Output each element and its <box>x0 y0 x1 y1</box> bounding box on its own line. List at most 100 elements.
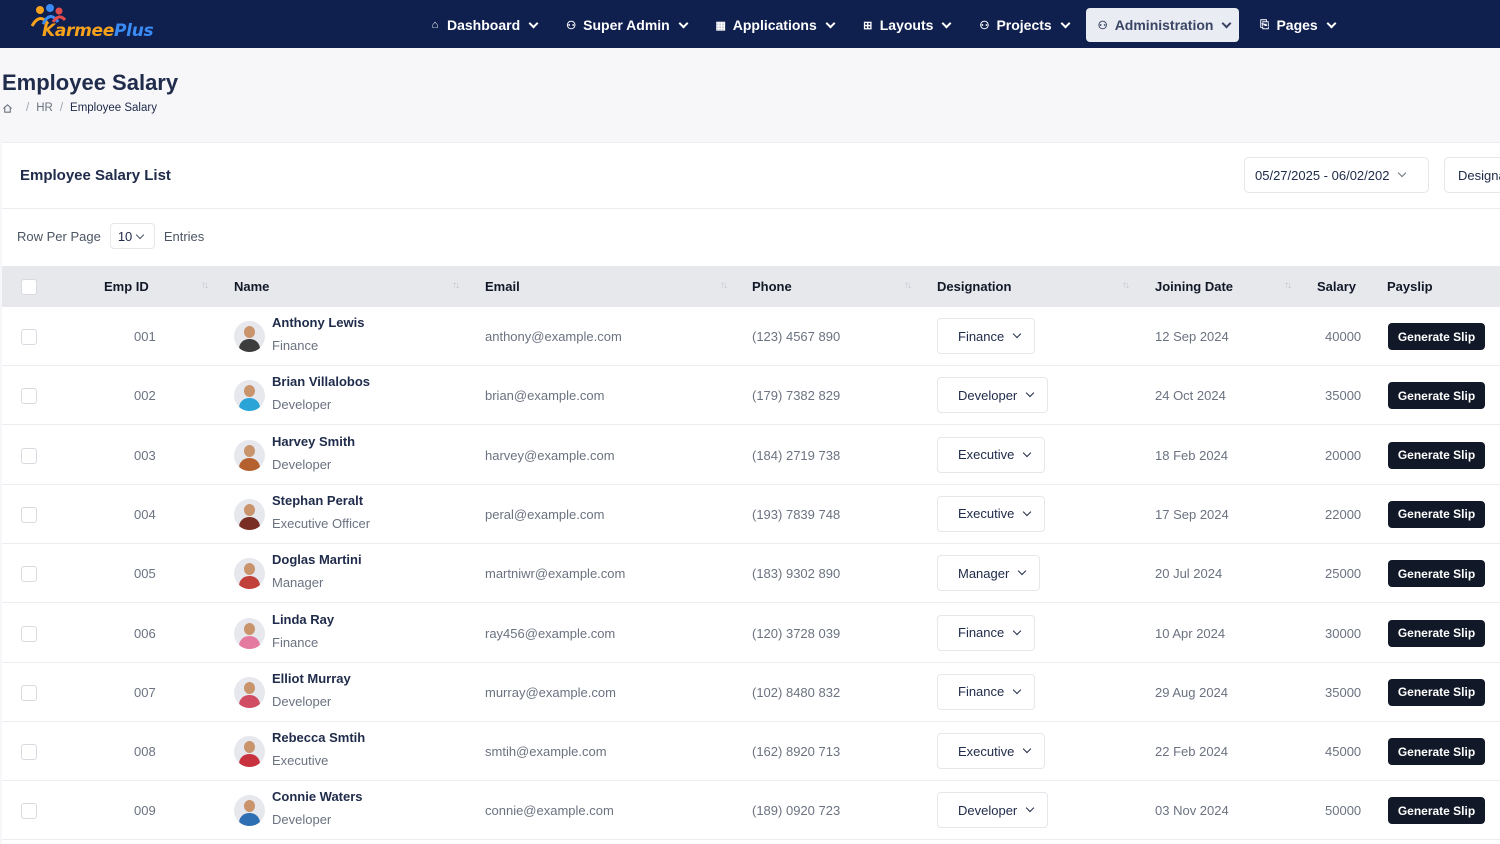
chevron-down-icon <box>1026 804 1035 813</box>
employee-role: Executive Officer <box>272 515 371 531</box>
employee-name[interactable]: Elliot Murray <box>272 670 351 686</box>
generate-slip-button[interactable]: Generate Slip <box>1388 323 1485 350</box>
designation-select[interactable]: Finance <box>937 673 1036 710</box>
sort-icon[interactable]: ↑↓ <box>1122 280 1130 291</box>
employee-name[interactable]: Connie Waters <box>272 789 363 805</box>
designation-select[interactable]: Executive <box>937 495 1046 532</box>
user-gear-icon: ⚇ <box>1097 19 1108 32</box>
emp-id: 003 <box>134 447 156 463</box>
row-checkbox[interactable] <box>21 566 37 583</box>
generate-slip-button[interactable]: Generate Slip <box>1388 738 1485 766</box>
table-row: 007 Elliot Murray Developer murray@example.… <box>2 663 1500 722</box>
nav-applications[interactable]: ▦ Applications <box>704 8 843 42</box>
avatar[interactable] <box>234 498 265 530</box>
employee-phone: (102) 8480 832 <box>752 684 841 700</box>
breadcrumb-hr[interactable]: HR <box>36 102 53 114</box>
employee-email: peral@example.com <box>485 506 605 522</box>
sort-icon[interactable]: ↑↓ <box>201 280 209 291</box>
sort-icon[interactable]: ↑↓ <box>720 280 728 291</box>
designation-value: Manager <box>958 565 1010 581</box>
avatar[interactable] <box>234 617 265 649</box>
generate-slip-button[interactable]: Generate Slip <box>1388 560 1485 588</box>
employee-name[interactable]: Stephan Peralt <box>272 492 364 508</box>
header-salary[interactable]: Salary <box>1317 279 1357 294</box>
rows-per-page: Row Per Page 10 Entries <box>17 223 204 249</box>
nav-projects[interactable]: ⚇ Projects <box>967 8 1077 42</box>
employee-name[interactable]: Brian Villalobos <box>272 374 371 390</box>
header-joining-date[interactable]: Joining Date <box>1155 279 1234 294</box>
nav-dashboard[interactable]: ⌂ Dashboard <box>418 8 546 42</box>
designation-select[interactable]: Developer <box>937 377 1049 414</box>
rows-per-page-select[interactable]: 10 <box>109 223 155 249</box>
employee-phone: (193) 7839 748 <box>752 506 841 522</box>
avatar[interactable] <box>234 380 265 412</box>
row-checkbox[interactable] <box>21 447 37 464</box>
row-checkbox[interactable] <box>21 803 37 820</box>
brand-logo[interactable]: KarmeePlus <box>26 4 154 44</box>
avatar-head <box>244 800 255 813</box>
row-checkbox[interactable] <box>21 329 37 345</box>
generate-slip-button[interactable]: Generate Slip <box>1388 382 1485 410</box>
generate-slip-button[interactable]: Generate Slip <box>1388 500 1485 528</box>
nav-layouts[interactable]: ⊞ Layouts <box>851 8 960 42</box>
sort-icon[interactable]: ↑↓ <box>1284 280 1292 291</box>
avatar[interactable] <box>234 795 265 827</box>
row-checkbox[interactable] <box>21 388 37 405</box>
row-checkbox[interactable] <box>21 684 37 701</box>
designation-select[interactable]: Executive <box>937 436 1046 473</box>
employee-name[interactable]: Rebecca Smtih <box>272 730 366 746</box>
joining-date: 20 Jul 2024 <box>1155 566 1223 582</box>
header-designation[interactable]: Designation <box>937 279 1012 294</box>
avatar-body <box>239 694 260 708</box>
designation-value: Finance <box>958 625 1005 640</box>
nav-super-admin[interactable]: ⚇ Super Admin <box>554 8 696 42</box>
generate-slip-button[interactable]: Generate Slip <box>1388 619 1485 647</box>
date-range-picker[interactable]: 05/27/2025 - 06/02/202 <box>1244 157 1429 193</box>
employee-email: connie@example.com <box>485 803 614 819</box>
sort-icon[interactable]: ↑↓ <box>904 280 912 291</box>
generate-slip-button[interactable]: Generate Slip <box>1388 797 1485 825</box>
sort-icon[interactable]: ↑↓ <box>452 280 460 291</box>
rows-per-page-label: Row Per Page <box>17 228 101 244</box>
avatar[interactable] <box>234 321 265 352</box>
designation-value: Developer <box>958 802 1018 818</box>
salary-value: 35000 <box>1325 684 1362 700</box>
employee-name[interactable]: Linda Ray <box>272 611 335 627</box>
designation-select[interactable]: Finance <box>937 318 1036 354</box>
row-checkbox[interactable] <box>21 506 37 523</box>
row-checkbox[interactable] <box>21 625 37 642</box>
designation-filter[interactable]: Designa <box>1444 157 1500 193</box>
employee-name[interactable]: Anthony Lewis <box>272 315 365 330</box>
emp-id: 001 <box>134 329 156 344</box>
user-shield-icon: ⚇ <box>566 19 577 32</box>
nav-pages[interactable]: ⎘ Pages <box>1247 8 1343 42</box>
avatar-head <box>244 741 255 754</box>
header-name[interactable]: Name <box>234 279 270 294</box>
employee-role: Developer <box>272 456 332 472</box>
home-icon[interactable] <box>2 103 13 114</box>
header-email[interactable]: Email <box>485 279 520 294</box>
employee-name[interactable]: Harvey Smith <box>272 433 356 449</box>
avatar-body <box>239 516 260 530</box>
user-icon: ⚇ <box>979 19 990 32</box>
header-emp-id[interactable]: Emp ID <box>104 279 149 294</box>
top-navbar: KarmeePlus ⌂ Dashboard ⚇ Super Admin ▦ A… <box>0 0 1500 48</box>
avatar[interactable] <box>234 439 265 471</box>
generate-slip-button[interactable]: Generate Slip <box>1388 441 1485 469</box>
designation-select[interactable]: Developer <box>937 792 1049 829</box>
employee-name[interactable]: Doglas Martini <box>272 552 362 568</box>
designation-select[interactable]: Executive <box>937 733 1046 770</box>
avatar[interactable] <box>234 736 265 768</box>
nav-administration[interactable]: ⚇ Administration <box>1085 8 1240 42</box>
nav-label: Administration <box>1114 17 1214 33</box>
designation-select[interactable]: Finance <box>937 614 1036 651</box>
avatar-body <box>239 398 260 412</box>
avatar[interactable] <box>234 558 265 590</box>
employee-email: martniwr@example.com <box>485 566 626 582</box>
row-checkbox[interactable] <box>21 744 37 761</box>
designation-select[interactable]: Manager <box>937 555 1041 592</box>
header-phone[interactable]: Phone <box>752 279 792 294</box>
avatar[interactable] <box>234 676 265 708</box>
select-all-checkbox[interactable] <box>21 279 37 295</box>
generate-slip-button[interactable]: Generate Slip <box>1388 678 1485 706</box>
